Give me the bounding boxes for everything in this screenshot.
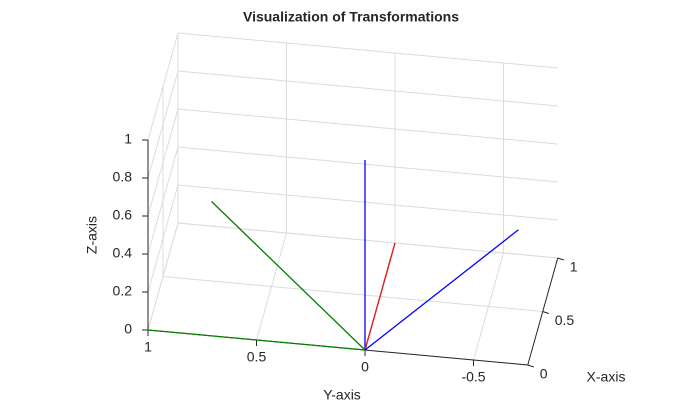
x-tick-label: 0 (540, 366, 548, 382)
z-tick-label: 0.2 (113, 283, 133, 299)
x-tick (542, 311, 549, 314)
y-tick-label: -0.5 (461, 369, 485, 385)
grid-line (177, 146, 558, 183)
grid-line (177, 222, 558, 259)
grid-line (162, 276, 543, 312)
y-axis-label: Y-axis (323, 387, 361, 403)
grid-line (177, 32, 558, 69)
data-line (147, 329, 366, 351)
y-tick-label: 0 (361, 359, 369, 375)
chart-title: Visualization of Transformations (243, 9, 459, 25)
z-tick-label: 0.6 (113, 207, 133, 223)
y-tick-label: 0.5 (247, 349, 267, 365)
y-tick-label: 1 (144, 339, 152, 355)
grid-line (177, 108, 558, 145)
z-tick-label: 1 (124, 131, 132, 147)
x-tick (557, 257, 564, 261)
z-tick-label: 0.4 (113, 245, 133, 261)
z-tick-label: 0.8 (113, 169, 133, 185)
data-line (211, 201, 366, 351)
x-tick-label: 0.5 (555, 312, 575, 328)
x-tick (527, 364, 534, 368)
grid-line (177, 70, 558, 107)
z-axis-label: Z-axis (84, 216, 100, 254)
x-tick-label: 1 (570, 259, 578, 275)
data-line (364, 229, 519, 351)
data-line (364, 242, 396, 351)
z-tick-label: 0 (124, 321, 132, 337)
grid-line (177, 184, 558, 221)
x-axis-label: X-axis (587, 369, 626, 385)
